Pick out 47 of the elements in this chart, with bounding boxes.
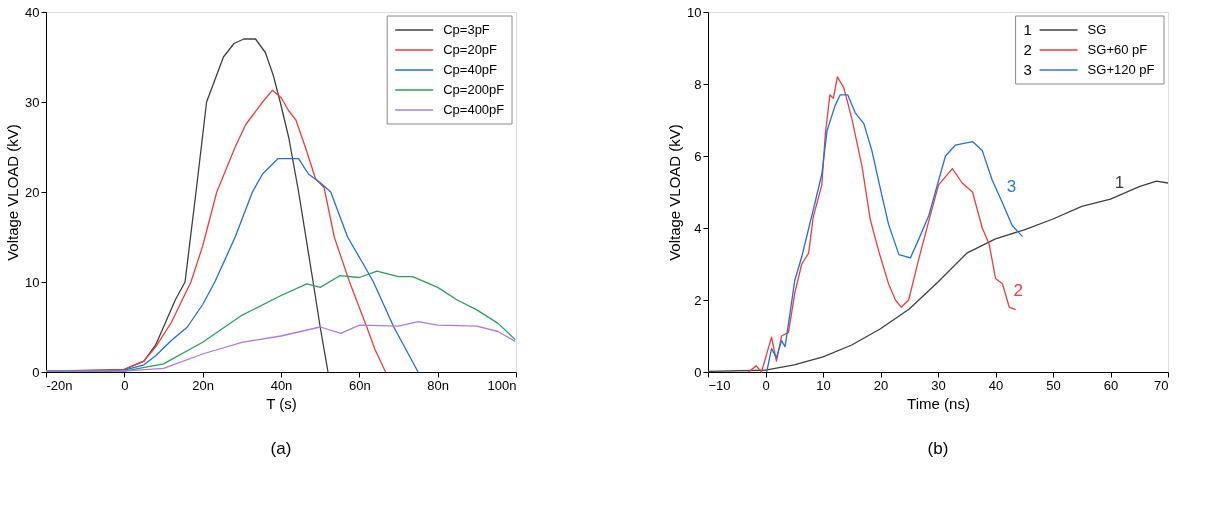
annotation: 3 bbox=[1006, 176, 1017, 196]
y-axis-title: Voltage VLOAD (kV) bbox=[4, 124, 22, 261]
y-tick-label: 8 bbox=[694, 76, 702, 92]
x-tick-label: 40n bbox=[270, 377, 293, 393]
y-tick-label: 30 bbox=[25, 94, 40, 110]
legend-label: Cp=400pF bbox=[443, 102, 505, 117]
y-axis-title: Voltage VLOAD (kV) bbox=[666, 124, 684, 261]
x-tick-label: 100n bbox=[487, 377, 517, 393]
x-tick-label: 40 bbox=[988, 377, 1004, 393]
y-tick-label: 6 bbox=[694, 148, 702, 164]
x-tick-label: 20n bbox=[192, 377, 215, 393]
y-tick-label: 0 bbox=[694, 364, 702, 380]
y-tick-label: 40 bbox=[25, 4, 40, 20]
x-axis-title: Time (ns) bbox=[907, 394, 970, 412]
x-tick-label: 50 bbox=[1046, 377, 1061, 393]
legend-label: Cp=200pF bbox=[443, 82, 505, 97]
legend-label: SG bbox=[1087, 22, 1107, 37]
text: (a) bbox=[270, 439, 292, 458]
legend-label: SG+60 pF bbox=[1087, 42, 1148, 57]
text: (b) bbox=[927, 439, 949, 458]
x-tick-label: 10 bbox=[816, 377, 831, 393]
y-tick-label: 4 bbox=[694, 220, 702, 236]
x-tick-label: 70 bbox=[1154, 377, 1169, 393]
x-tick-label: −10 bbox=[708, 377, 731, 393]
legend-label: Cp=20pF bbox=[443, 42, 498, 57]
x-tick-label: 60 bbox=[1103, 377, 1119, 393]
y-tick-label: 10 bbox=[687, 4, 702, 20]
x-tick-label: 30 bbox=[931, 377, 946, 393]
text: 2 bbox=[1023, 41, 1032, 58]
legend-label: SG+120 pF bbox=[1087, 62, 1155, 77]
text: 1 bbox=[1023, 21, 1032, 38]
x-tick-label: 0 bbox=[121, 377, 129, 393]
x-axis-title: T (s) bbox=[266, 394, 297, 412]
x-tick-label: 80n bbox=[427, 377, 450, 393]
text: 3 bbox=[1023, 61, 1032, 78]
legend-label: Cp=40pF bbox=[443, 62, 498, 77]
y-tick-label: 20 bbox=[25, 184, 40, 200]
y-tick-label: 10 bbox=[25, 274, 40, 290]
x-tick-label: 20 bbox=[873, 377, 889, 393]
x-tick-label: 0 bbox=[762, 377, 770, 393]
x-tick-label: 60n bbox=[348, 377, 371, 393]
y-tick-label: 0 bbox=[32, 364, 40, 380]
y-tick-label: 2 bbox=[694, 292, 702, 308]
x-tick-label: -20n bbox=[46, 377, 73, 393]
legend-label: Cp=3pF bbox=[443, 22, 490, 37]
annotation: 1 bbox=[1114, 173, 1125, 193]
annotation: 2 bbox=[1013, 281, 1024, 301]
